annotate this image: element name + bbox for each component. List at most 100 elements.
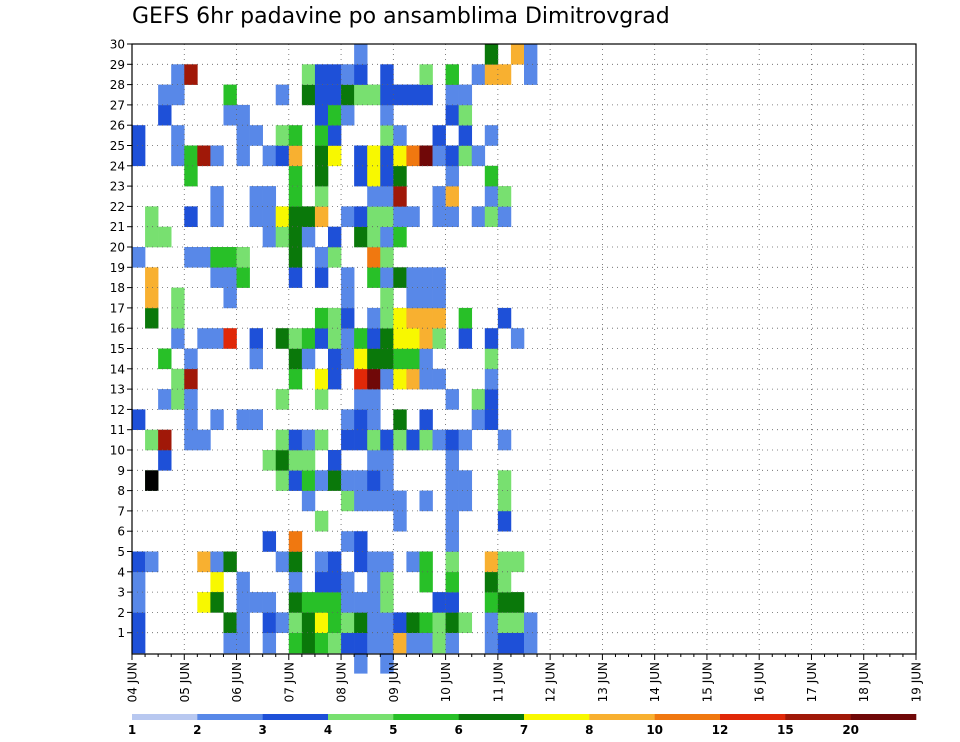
colorbar-segment (785, 714, 851, 720)
heatmap-cell (262, 186, 277, 207)
heatmap-cell (288, 145, 303, 167)
heatmap-cell (393, 307, 407, 329)
heatmap-cell (328, 104, 342, 126)
heatmap-cell (432, 429, 446, 451)
heatmap-cell (445, 571, 459, 593)
heatmap-cell (367, 206, 381, 227)
heatmap-cell (328, 632, 342, 654)
heatmap-cell (236, 632, 250, 654)
heatmap-cell (341, 267, 355, 288)
heatmap-cell (393, 206, 407, 227)
colorbar-label: 6 (454, 723, 462, 737)
x-tick-label: 04 JUN (126, 662, 140, 702)
heatmap-cell (184, 368, 198, 390)
heatmap-cell (380, 287, 394, 309)
heatmap-cell (236, 409, 250, 430)
x-tick-label: 13 JUN (596, 662, 610, 702)
heatmap-cell (510, 551, 525, 573)
y-tick-label: 21 (110, 220, 125, 234)
heatmap-cell (367, 551, 381, 573)
heatmap-cell (210, 145, 224, 167)
heatmap-cell (184, 64, 198, 85)
heatmap-cell (341, 531, 355, 552)
heatmap-cell (197, 328, 211, 349)
heatmap-cell (445, 612, 459, 633)
heatmap-cell (223, 632, 237, 654)
x-tick-label: 05 JUN (178, 662, 192, 702)
heatmap-cell (275, 226, 290, 248)
x-tick-label: 11 JUN (491, 662, 505, 702)
heatmap-cell (380, 612, 394, 633)
heatmap-cell (354, 84, 368, 106)
heatmap-cell (210, 186, 224, 207)
heatmap-cell (380, 551, 394, 573)
heatmap-cell (367, 470, 381, 491)
heatmap-cell (262, 612, 277, 633)
y-tick-label: 7 (117, 504, 125, 518)
heatmap-cell (341, 429, 355, 451)
heatmap-cell (380, 368, 394, 390)
heatmap-cell (197, 551, 211, 573)
heatmap-cell (484, 389, 499, 410)
heatmap-cell (132, 125, 146, 146)
heatmap-cell (393, 632, 407, 654)
heatmap-cell (393, 125, 407, 146)
heatmap-cell (184, 247, 198, 268)
heatmap-cell (497, 551, 512, 573)
heatmap-cell (184, 165, 198, 187)
y-tick-label: 12 (110, 403, 125, 417)
y-tick-label: 27 (110, 98, 125, 112)
colorbar-segment (850, 714, 917, 720)
heatmap-cell (445, 64, 459, 85)
heatmap-cell (236, 145, 250, 167)
heatmap-cell (184, 409, 198, 430)
heatmap-cell (419, 409, 433, 430)
colorbar-label: 2 (193, 723, 201, 737)
heatmap-cell (328, 328, 342, 349)
heatmap-cell (524, 64, 538, 85)
heatmap-cell (132, 409, 146, 430)
y-tick-label: 1 (117, 626, 125, 640)
heatmap-cell (328, 450, 342, 471)
heatmap-cell (445, 104, 459, 126)
heatmap-cell (458, 470, 473, 491)
heatmap-cell (367, 84, 381, 106)
heatmap-cell (288, 368, 303, 390)
heatmap-cell (367, 592, 381, 613)
heatmap-cell (328, 84, 342, 106)
heatmap-cell (210, 328, 224, 349)
heatmap-cell (354, 328, 368, 349)
heatmap-cell (341, 470, 355, 491)
heatmap-cell (484, 368, 499, 390)
heatmap-cell (328, 226, 342, 248)
colorbar-label: 5 (389, 723, 397, 737)
heatmap-cell (210, 592, 224, 613)
heatmap-cell (288, 632, 303, 654)
heatmap-cell (314, 64, 329, 85)
heatmap-cell (497, 490, 512, 512)
heatmap-cell (132, 632, 146, 654)
heatmap-cell (314, 84, 329, 106)
heatmap-cell (445, 429, 459, 451)
heatmap-cell (301, 64, 316, 85)
plot-border (131, 43, 917, 655)
heatmap-cell (354, 64, 368, 85)
heatmap-cell (406, 368, 420, 390)
heatmap-cell (314, 632, 329, 654)
heatmap-cell (419, 287, 433, 309)
heatmap-cell (301, 592, 316, 613)
heatmap-cell (262, 632, 277, 654)
y-tick-label: 14 (110, 362, 125, 376)
heatmap-cell (341, 206, 355, 227)
colorbar-label: 20 (842, 723, 859, 737)
y-tick-label: 19 (110, 261, 125, 275)
heatmap-cell (301, 84, 316, 106)
heatmap-cell (132, 145, 146, 167)
heatmap-cell (328, 368, 342, 390)
heatmap-cell (367, 247, 381, 268)
heatmap-cell (354, 348, 368, 370)
heatmap-cell (458, 307, 473, 329)
heatmap-cell (354, 490, 368, 512)
heatmap-cell (419, 490, 433, 512)
y-tick-label: 30 (110, 38, 125, 52)
